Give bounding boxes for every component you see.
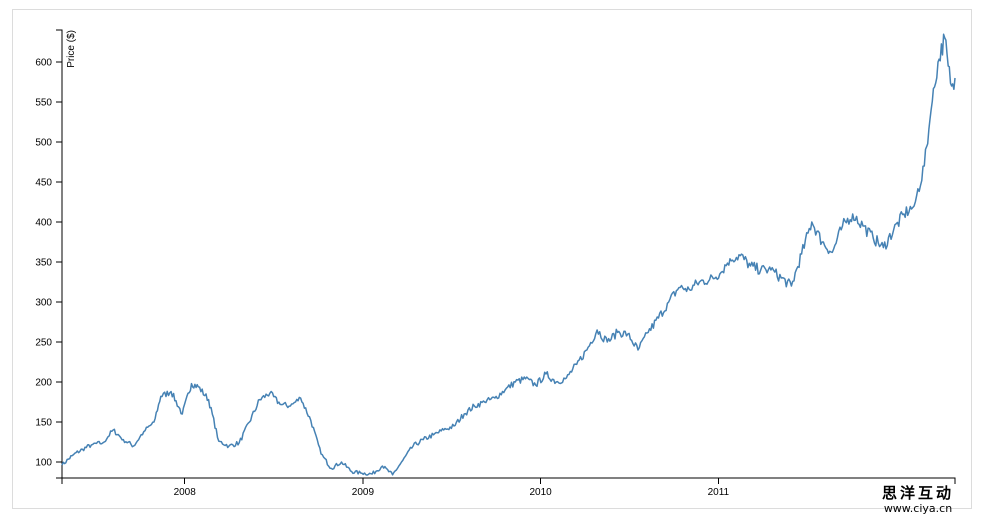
watermark-url: www.ciya.cn [883, 502, 953, 515]
y-tick-label: 600 [35, 58, 52, 69]
y-tick-label: 450 [35, 178, 52, 189]
y-tick-label: 500 [35, 138, 52, 149]
x-axis: 2008 2009 2010 2011 [61, 477, 956, 498]
chart-frame [12, 9, 972, 509]
x-tick-label: 2009 [352, 487, 375, 498]
y-axis-title: Price ($) [66, 30, 77, 68]
y-tick-label: 400 [35, 218, 52, 229]
y-tick-label: 100 [35, 458, 52, 469]
plot-area [61, 33, 956, 476]
y-tick-label: 350 [35, 258, 52, 269]
y-tick-label: 300 [35, 298, 52, 309]
y-axis-line [56, 29, 63, 479]
y-tick-label: 200 [35, 378, 52, 389]
x-axis-line [61, 477, 956, 484]
x-tick-label: 2008 [174, 487, 197, 498]
watermark-logo: 思洋互动 www.ciya.cn [872, 484, 964, 515]
price-line [61, 33, 956, 476]
x-tick-label: 2010 [530, 487, 553, 498]
x-tick-label: 2011 [708, 487, 730, 498]
y-tick-label: 550 [35, 98, 52, 109]
watermark-title: 思洋互动 [881, 484, 954, 502]
y-tick-label: 150 [35, 418, 52, 429]
y-axis: 100 150 200 250 300 350 400 450 500 550 600 [35, 29, 63, 479]
y-tick-label: 250 [35, 338, 52, 349]
